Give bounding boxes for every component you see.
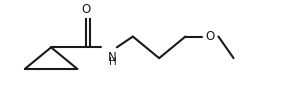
Text: H: H [109, 57, 116, 67]
Text: O: O [81, 3, 91, 16]
Text: N: N [108, 51, 117, 64]
Text: O: O [206, 30, 215, 43]
